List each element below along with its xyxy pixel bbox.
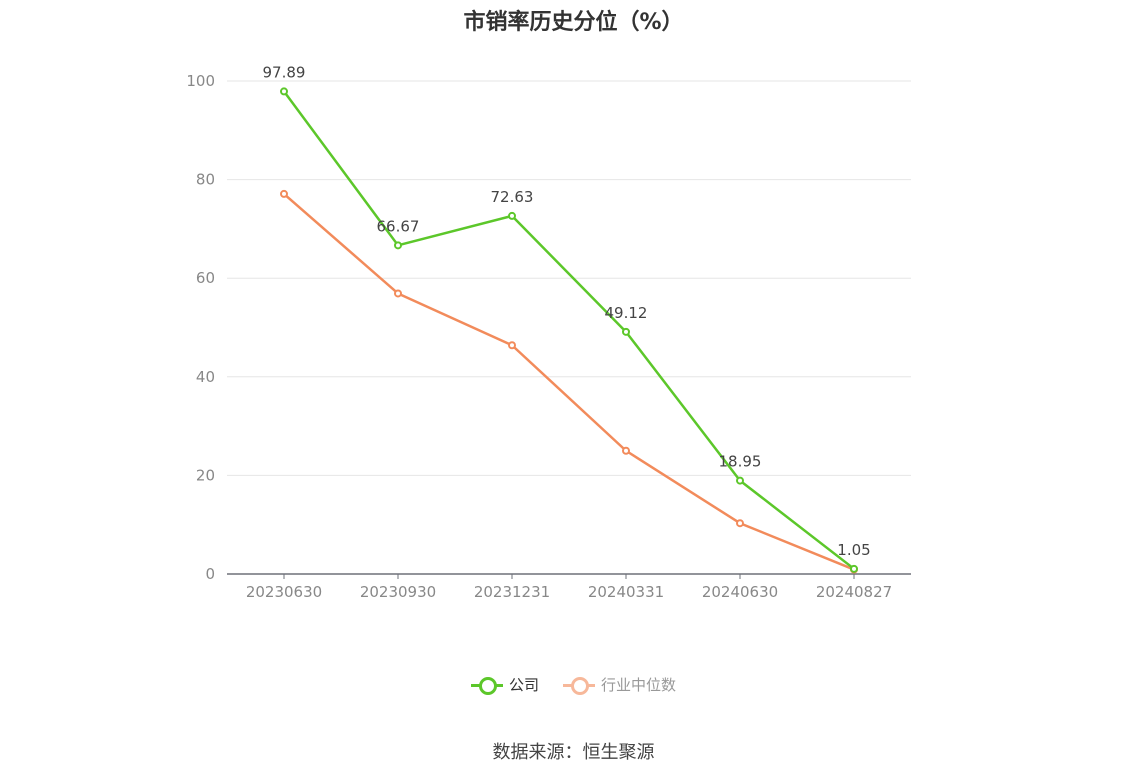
- y-tick-label: 100: [186, 72, 215, 90]
- data-label: 72.63: [491, 188, 534, 206]
- legend-company-label: 公司: [508, 676, 539, 694]
- chart-title: 市销率历史分位（%）: [463, 10, 684, 35]
- x-tick-label: 20230630: [246, 583, 322, 601]
- data-point: [850, 564, 858, 573]
- y-tick-label: 0: [205, 565, 215, 583]
- data-label: 97.89: [263, 63, 306, 81]
- series-line: [282, 90, 855, 570]
- data-point: [736, 519, 744, 528]
- data-source: 数据来源：恒生聚源: [492, 742, 655, 763]
- legend-item-industry[interactable]: 行业中位数: [563, 674, 676, 695]
- x-tick-label: 20231231: [474, 583, 550, 601]
- series-line: [283, 192, 855, 571]
- data-point: [622, 446, 630, 455]
- data-point: [508, 211, 516, 220]
- x-tick-label: 20240827: [816, 583, 892, 601]
- legend-industry-marker-icon: [563, 675, 595, 695]
- y-tick-label: 40: [196, 368, 215, 386]
- y-tick-label: 60: [196, 269, 215, 287]
- legend-item-company[interactable]: 公司: [470, 674, 539, 695]
- y-tick-label: 80: [196, 171, 215, 189]
- data-point: [280, 189, 288, 198]
- data-point: [736, 476, 744, 485]
- data-point: [394, 289, 402, 298]
- data-point: [394, 241, 402, 250]
- data-point: [280, 87, 288, 96]
- data-point: [508, 341, 516, 350]
- data-label: 18.95: [719, 453, 762, 471]
- legend-industry-label: 行业中位数: [601, 676, 677, 694]
- legend: 公司 行业中位数: [0, 674, 1147, 695]
- data-label: 49.12: [605, 304, 648, 322]
- x-tick-label: 20240331: [588, 583, 664, 601]
- data-label: 1.05: [837, 541, 870, 559]
- data-label: 66.67: [377, 217, 420, 235]
- x-tick-label: 20230930: [360, 583, 436, 601]
- x-tick-label: 20240630: [702, 583, 778, 601]
- y-tick-label: 20: [196, 466, 215, 484]
- legend-company-marker-icon: [470, 675, 503, 695]
- data-point: [622, 327, 630, 336]
- line-chart: 0 20 40 60 80 100 20230630 20230930 20231231 2024…: [186, 63, 911, 601]
